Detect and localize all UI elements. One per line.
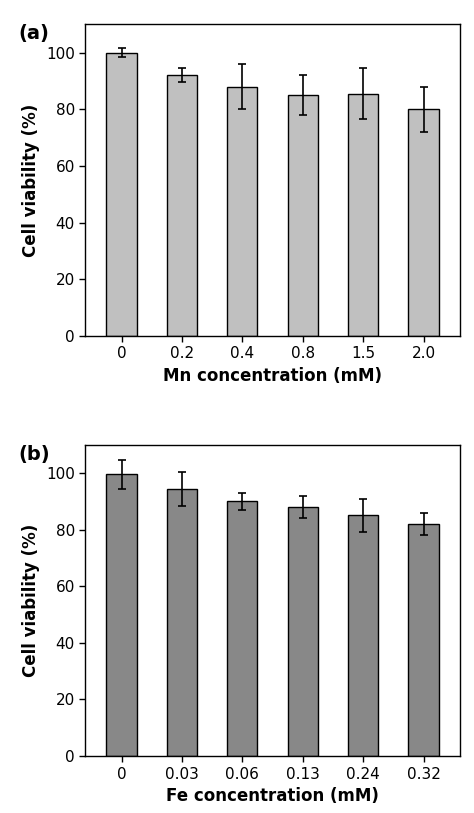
Bar bbox=[348, 93, 378, 336]
Bar bbox=[227, 502, 257, 756]
Bar bbox=[288, 507, 318, 756]
Y-axis label: Cell viability (%): Cell viability (%) bbox=[22, 103, 40, 257]
X-axis label: Mn concentration (mM): Mn concentration (mM) bbox=[163, 367, 382, 385]
Bar bbox=[227, 87, 257, 336]
Bar bbox=[348, 515, 378, 756]
Bar bbox=[288, 95, 318, 336]
Y-axis label: Cell viability (%): Cell viability (%) bbox=[22, 524, 40, 677]
Bar bbox=[167, 76, 197, 336]
Bar bbox=[167, 489, 197, 756]
Text: (a): (a) bbox=[18, 24, 49, 43]
Bar bbox=[107, 53, 137, 336]
Bar bbox=[409, 109, 438, 336]
X-axis label: Fe concentration (mM): Fe concentration (mM) bbox=[166, 787, 379, 805]
Bar bbox=[409, 524, 438, 756]
Bar bbox=[107, 475, 137, 756]
Text: (b): (b) bbox=[18, 445, 50, 463]
